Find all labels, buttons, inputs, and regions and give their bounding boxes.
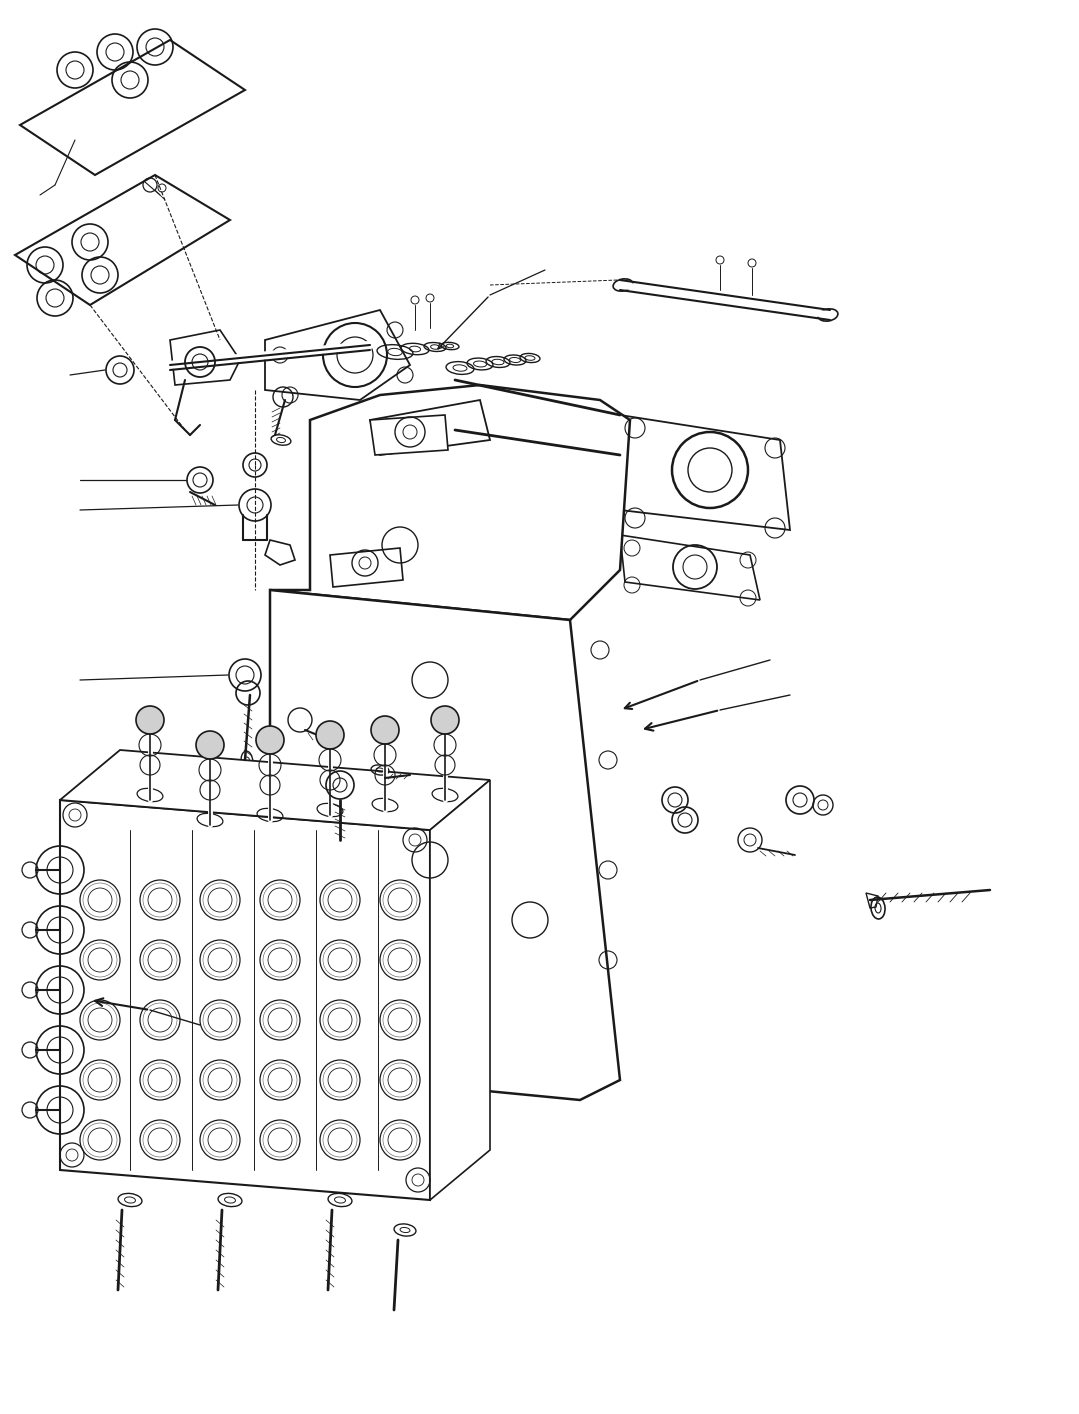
Circle shape: [256, 725, 284, 754]
Polygon shape: [866, 894, 878, 908]
Polygon shape: [60, 749, 490, 830]
Polygon shape: [620, 414, 790, 530]
Polygon shape: [21, 40, 245, 175]
Polygon shape: [15, 175, 230, 305]
Polygon shape: [270, 590, 620, 1100]
Polygon shape: [170, 329, 240, 385]
Polygon shape: [620, 534, 760, 600]
Circle shape: [136, 706, 164, 734]
Polygon shape: [370, 400, 490, 455]
Polygon shape: [265, 310, 410, 400]
Polygon shape: [330, 549, 402, 587]
Circle shape: [196, 731, 224, 759]
Circle shape: [316, 721, 344, 749]
Polygon shape: [370, 414, 448, 455]
Polygon shape: [431, 781, 490, 1200]
Polygon shape: [60, 800, 431, 1200]
Circle shape: [371, 715, 399, 744]
Polygon shape: [270, 385, 630, 619]
Circle shape: [431, 706, 459, 734]
